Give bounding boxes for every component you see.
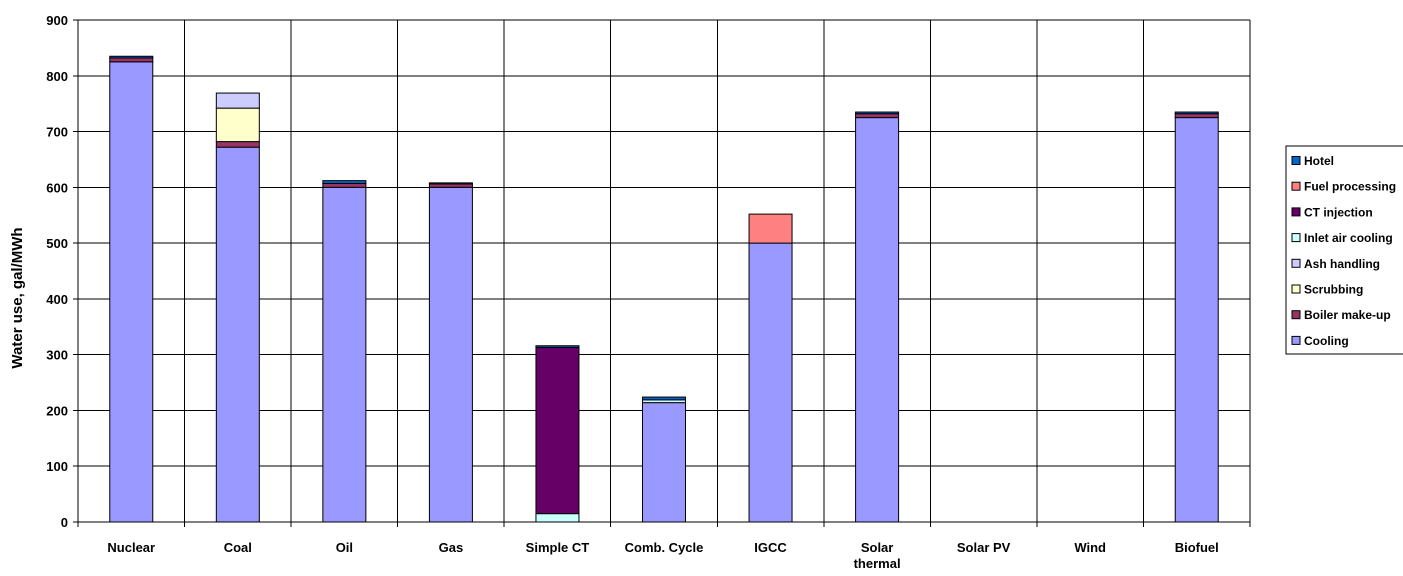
bar-oil-boiler-make-up	[322, 182, 367, 188]
bar-coal-ash-handling	[215, 92, 260, 109]
bar-biofuel-hotel	[1174, 111, 1219, 115]
x-tick-label-simple-ct: Simple CT	[526, 540, 590, 555]
bar-nuclear-cooling	[109, 61, 154, 523]
bar-coal-cooling	[215, 146, 260, 523]
legend-label: Cooling	[1304, 334, 1349, 348]
y-tick-label: 300	[46, 348, 68, 363]
bar-igcc-fuel-processing	[748, 213, 793, 244]
x-tick-label-coal: Coal	[224, 540, 252, 555]
bar-gas-boiler-make-up	[428, 183, 473, 188]
legend-swatch	[1291, 207, 1301, 217]
legend-label: Scrubbing	[1304, 283, 1363, 297]
bars	[109, 55, 1219, 523]
legend-item-hotel: Hotel	[1291, 154, 1334, 168]
bar-solar-thermal-hotel	[855, 111, 900, 115]
bar-gas-cooling	[428, 186, 473, 523]
axes: 0 100 200 300 400 500 600 700 800 900 Nuclear Coal O…	[46, 13, 1251, 571]
x-tick-label-solar-pv: Solar PV	[957, 540, 1011, 555]
y-tick-label: 500	[46, 236, 68, 251]
legend-swatch	[1291, 284, 1301, 294]
legend-item-ct-injection: CT injection	[1291, 205, 1373, 219]
legend-item-inlet-air-cooling: Inlet air cooling	[1291, 231, 1393, 245]
bar-simple-ct-ct-injection	[535, 346, 580, 515]
bar-gas-hotel	[428, 182, 473, 185]
bar-oil-hotel	[322, 180, 367, 184]
y-tick-label: 100	[46, 459, 68, 474]
legend-item-boiler-make-up: Boiler make-up	[1291, 308, 1391, 322]
legend-swatch	[1291, 156, 1301, 165]
y-tick-label: 700	[46, 125, 68, 140]
legend-swatch	[1291, 181, 1301, 191]
legend-swatch	[1291, 258, 1301, 268]
legend: Hotel Fuel processing CT injection Inlet ai…	[1285, 145, 1403, 355]
x-tick-label-biofuel: Biofuel	[1175, 540, 1219, 555]
legend-label: Boiler make-up	[1304, 308, 1391, 322]
bar-igcc-cooling	[748, 242, 793, 523]
x-tick-label-solar-thermal: Solar thermal	[854, 540, 901, 571]
legend-swatch	[1291, 310, 1301, 320]
bar-solar-thermal-cooling	[855, 117, 900, 523]
y-tick-label: 900	[46, 13, 68, 28]
grid-lines	[77, 19, 1251, 522]
bar-simple-ct-inlet-air-cooling	[535, 513, 580, 523]
x-tick-label-wind: Wind	[1074, 540, 1106, 555]
bar-biofuel-boiler-make-up	[1174, 113, 1219, 119]
bar-solar-thermal-boiler-make-up	[855, 113, 900, 119]
bar-oil-cooling	[322, 186, 367, 523]
x-tick-label-igcc: IGCC	[754, 540, 787, 555]
legend-label: Hotel	[1304, 154, 1334, 168]
legend-label: Inlet air cooling	[1304, 231, 1393, 245]
legend-item-scrubbing: Scrubbing	[1291, 283, 1363, 297]
bar-coal-boiler-make-up	[215, 141, 260, 148]
y-tick-label: 200	[46, 403, 68, 418]
legend-swatch	[1291, 233, 1301, 243]
legend-label: Ash handling	[1304, 257, 1380, 271]
bar-nuclear-hotel	[109, 55, 154, 59]
legend-item-ash-handling: Ash handling	[1291, 257, 1380, 271]
x-tick-label-nuclear: Nuclear	[107, 540, 155, 555]
bar-comb-cycle-cooling	[642, 402, 686, 523]
y-axis-title: Water use, gal/MWh	[9, 227, 26, 368]
y-tick-label: 0	[61, 515, 68, 530]
legend-item-cooling: Cooling	[1291, 334, 1349, 348]
legend-swatch	[1291, 335, 1301, 345]
legend-item-fuel-processing: Fuel processing	[1291, 180, 1396, 194]
y-tick-label: 800	[46, 69, 68, 84]
y-tick-label: 400	[46, 292, 68, 307]
bar-coal-scrubbing	[215, 107, 260, 143]
legend-box	[1285, 145, 1403, 355]
legend-label: Fuel processing	[1304, 180, 1396, 194]
y-tick-label: 600	[46, 180, 68, 195]
bar-comb-cycle-hotel	[642, 396, 686, 401]
bar-simple-ct-hotel	[535, 345, 580, 348]
x-tick-label-gas: Gas	[439, 540, 464, 555]
x-tick-label-comb-cycle: Comb. Cycle	[625, 540, 704, 555]
bar-nuclear-boiler-make-up	[109, 57, 154, 63]
legend-label: CT injection	[1304, 205, 1373, 219]
x-tick-label-oil: Oil	[336, 540, 353, 555]
bar-biofuel-cooling	[1174, 117, 1219, 523]
